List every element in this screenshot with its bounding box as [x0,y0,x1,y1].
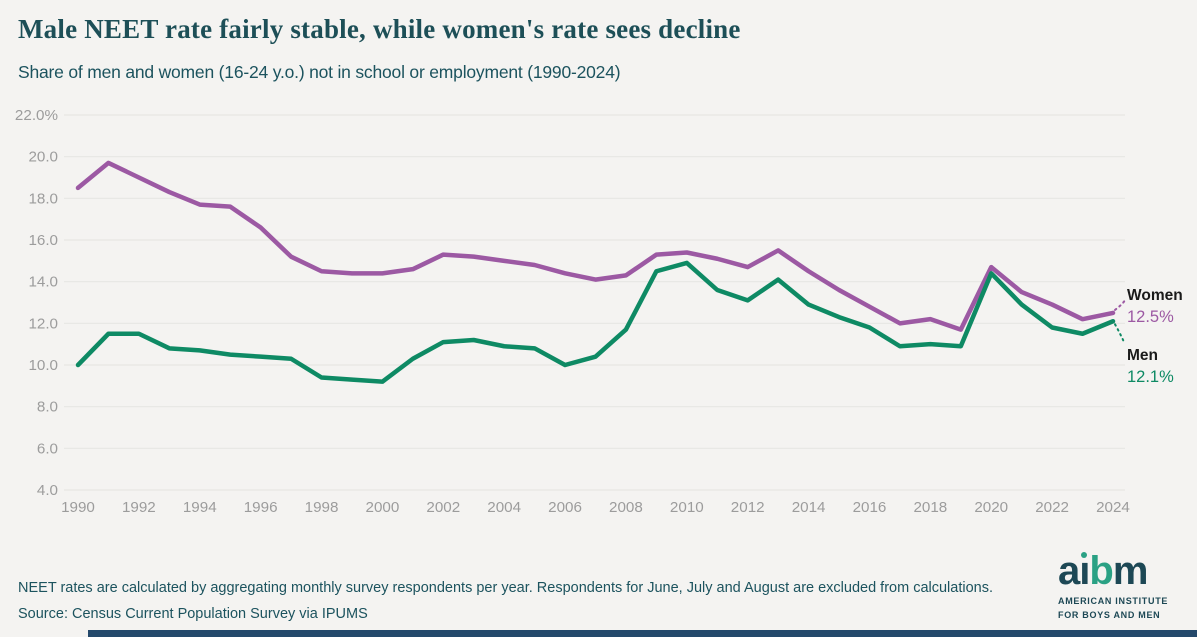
x-tick-label: 2012 [731,499,765,516]
x-tick-label: 2016 [853,499,887,516]
x-tick-label: 1998 [305,499,339,516]
logo-tagline-2: FOR BOYS AND MEN [1058,610,1161,621]
y-tick-label: 18.0 [28,190,58,207]
women-line [75,160,1116,332]
women-label-value: 12.5% [1127,308,1174,327]
page-title: Male NEET rate fairly stable, while wome… [18,14,741,44]
x-tick-label: 2008 [609,499,643,516]
men-label-name: Men [1127,347,1158,364]
x-tick-label: 2002 [426,499,460,516]
logo-tagline-1: AMERICAN INSTITUTE [1058,596,1169,606]
women-label-name: Women [1127,287,1183,304]
logo-letter-b: b [1089,549,1113,593]
x-tick-label: 2020 [974,499,1008,516]
x-tick-label: 1992 [122,499,156,516]
page-subtitle: Share of men and women (16-24 y.o.) not … [18,62,621,82]
y-tick-label: 10.0 [28,357,58,374]
x-tick-label: 2024 [1096,499,1130,516]
y-tick-label: 12.0 [28,315,58,332]
y-tick-label: 4.0 [37,482,58,499]
men-line [75,260,1116,384]
bottom-accent-bar [88,630,1197,637]
x-tick-label: 2018 [913,499,947,516]
logo-letter-a: a [1058,549,1080,593]
x-tick-label: 2004 [487,499,521,516]
y-tick-label: 22.0% [15,107,58,124]
y-tick-label: 16.0 [28,232,58,249]
logo-letter-i: ı [1079,549,1090,593]
methodology-note: NEET rates are calculated by aggregating… [18,580,994,596]
source-note: Source: Census Current Population Survey… [18,606,368,622]
x-tick-label: 2006 [548,499,582,516]
men-series-label: Men 12.1% [1127,345,1174,389]
x-tick-label: 2010 [670,499,704,516]
x-tick-label: 2022 [1035,499,1069,516]
y-tick-label: 8.0 [37,399,58,416]
men-label-value: 12.1% [1127,368,1174,387]
x-tick-label: 1996 [244,499,278,516]
women-leader-dotted [1114,299,1126,311]
y-tick-label: 20.0 [28,149,58,166]
men-leader-dotted [1114,323,1125,343]
x-tick-label: 2000 [366,499,400,516]
women-series-label: Women 12.5% [1127,285,1183,329]
logo-letter-m: m [1112,549,1149,593]
x-tick-label: 1990 [61,499,95,516]
aibm-logo: aıbm AMERICAN INSTITUTE FOR BOYS AND MEN [1058,551,1168,622]
y-tick-label: 6.0 [37,440,58,457]
aibm-wordmark: aıbm [1058,551,1168,591]
y-tick-label: 14.0 [28,274,58,291]
x-tick-label: 2014 [792,499,826,516]
x-tick-label: 1994 [183,499,217,516]
